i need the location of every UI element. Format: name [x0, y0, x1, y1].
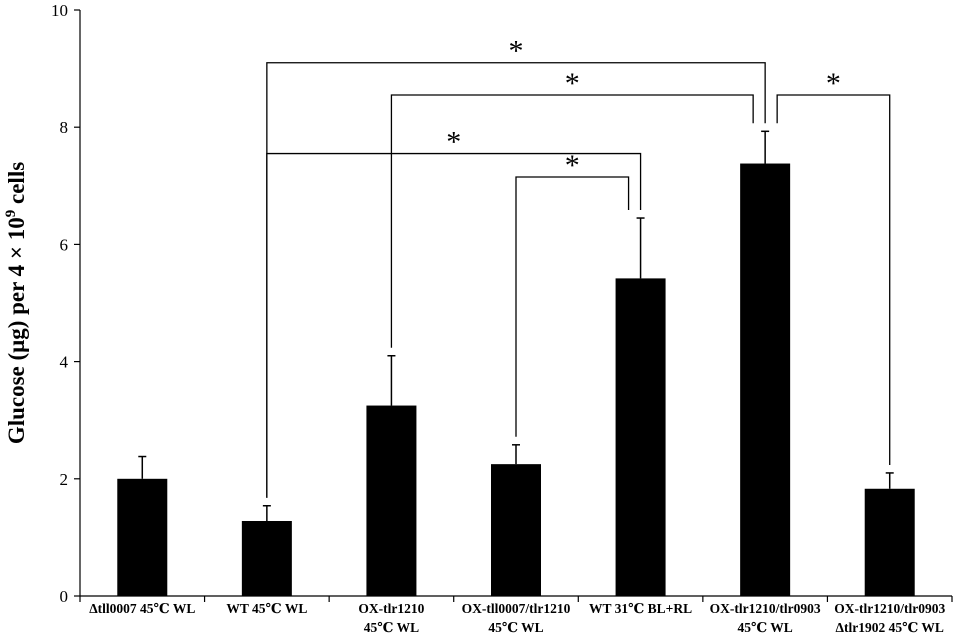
y-tick-label: 10	[51, 1, 68, 20]
error-bars	[138, 130, 894, 521]
y-axis-label-group: Glucose (μg) per 4 × 109 cells	[3, 162, 29, 444]
significance-star: *	[565, 67, 580, 100]
x-tick-label-line: 45℃ WL	[364, 620, 419, 635]
x-tick-label-line: OX-tlr1210/tlr0903	[710, 601, 821, 616]
significance-star: *	[509, 35, 524, 68]
x-tick-label-line: Δtlr1902 45℃ WL	[836, 620, 944, 635]
significance-star: *	[565, 149, 580, 182]
significance-bracket	[266, 152, 642, 498]
y-tick-label: 4	[60, 353, 69, 372]
bar	[491, 464, 541, 596]
y-axis-label: Glucose (μg) per 4 × 109 cells	[3, 162, 29, 444]
bar	[241, 520, 292, 596]
y-axis-label-suffix: cells	[4, 162, 29, 210]
x-tick-label-line: OX-tlr1210	[358, 601, 424, 616]
x-tick-label: OX-tlr1210 45℃ WL	[358, 601, 424, 635]
x-tick-label-line: OX-tll0007/tlr1210	[462, 601, 571, 616]
significance-star: *	[826, 67, 841, 100]
x-tick-label-line: WT 31℃ BL+RL	[589, 601, 692, 616]
bars	[117, 163, 915, 597]
significance-bracket	[390, 94, 754, 348]
bar	[366, 405, 417, 596]
significance-brackets: * * * * *	[266, 35, 891, 498]
y-axis-label-main: Glucose (μg) per 4 × 10	[4, 217, 29, 444]
y-tick-label: 6	[60, 235, 69, 254]
significance-star: *	[446, 126, 461, 159]
bar	[615, 278, 666, 596]
x-tick-label-line: OX-tlr1210/tlr0903	[834, 601, 945, 616]
bar	[864, 488, 915, 596]
x-tick-label: OX-tlr1210/tlr0903 Δtlr1902 45℃ WL	[834, 601, 945, 635]
y-tick-label: 8	[60, 118, 69, 137]
x-axis: Δtll0007 45℃ WL WT 45℃ WL OX-tlr1210 45℃ WL…	[79, 595, 953, 635]
bar	[740, 163, 791, 597]
x-tick-label: Δtll0007 45℃ WL	[89, 601, 195, 616]
y-tick-label: 2	[60, 470, 69, 489]
bar	[117, 478, 168, 596]
x-tick-label-line: 45℃ WL	[488, 620, 543, 635]
x-tick-label-line: 45℃ WL	[737, 620, 792, 635]
y-tick-label: 0	[60, 587, 69, 606]
y-axis: 0 2 4 6 8 10	[51, 1, 81, 606]
x-tick-label: OX-tll0007/tlr1210 45℃ WL	[462, 601, 571, 635]
y-axis-label-exponent: 9	[3, 210, 19, 218]
significance-bracket	[776, 94, 891, 465]
x-tick-label: OX-tlr1210/tlr0903 45℃ WL	[710, 601, 821, 635]
x-tick-label-line: WT 45℃ WL	[226, 601, 307, 616]
x-tick-label-line: Δtll0007 45℃ WL	[89, 601, 195, 616]
x-tick-label: WT 45℃ WL	[226, 601, 307, 616]
x-tick-label: WT 31℃ BL+RL	[589, 601, 692, 616]
significance-bracket	[515, 176, 630, 437]
